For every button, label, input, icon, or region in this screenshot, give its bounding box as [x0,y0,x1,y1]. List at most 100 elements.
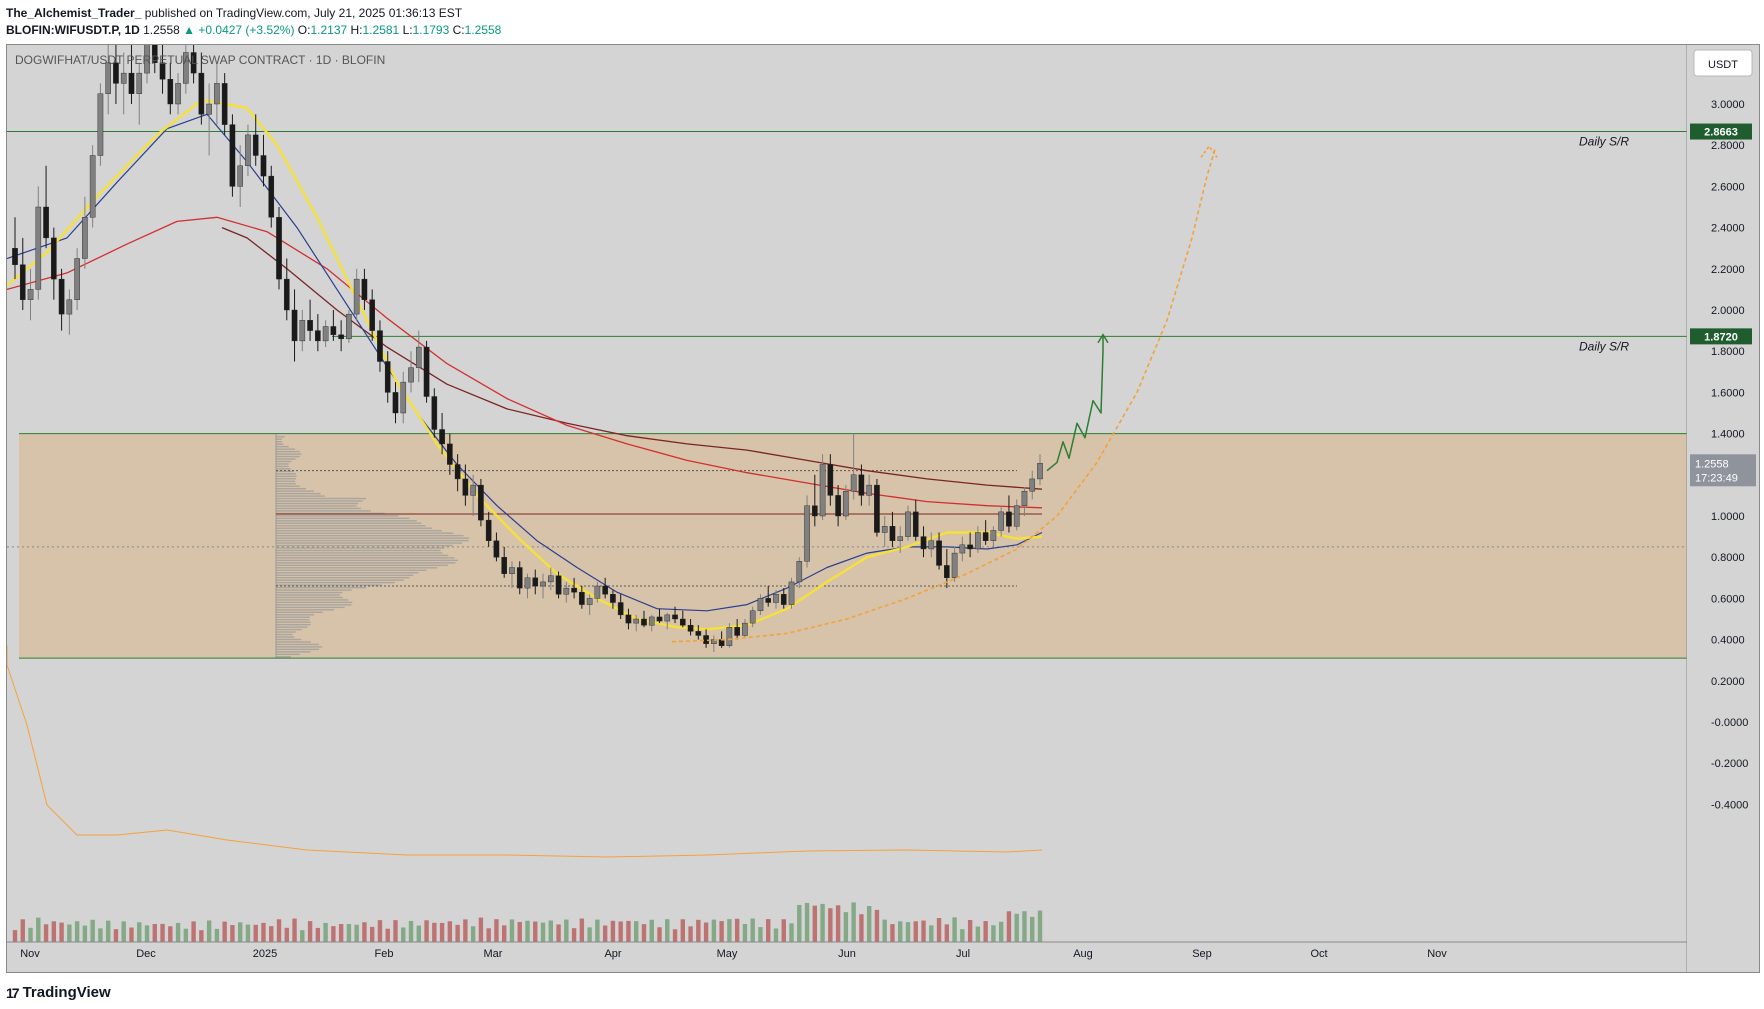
drawings [671,144,1218,643]
profile-row [276,445,289,448]
tradingview-logo-text: TradingView [22,984,111,1001]
candle [144,45,150,84]
symbol-label: BLOFIN:WIFUSDT.P, 1D [6,23,140,37]
candle [680,610,686,628]
volume-bar [261,922,266,942]
daily-sr-label: Daily S/R [1579,339,1629,353]
candle [276,207,282,290]
volume-bar [28,927,33,942]
price-tick-label: 3.0000 [1711,99,1745,111]
volume-bar [416,925,421,942]
profile-row [276,616,310,618]
volume-bar [665,919,670,942]
price-tick-label: -0.2000 [1711,758,1748,770]
profile-row [276,475,297,478]
profile-row [276,589,352,591]
profile-row [276,656,291,658]
candle [423,340,430,403]
volume-bar [1030,916,1035,942]
impulse-path[interactable] [1046,334,1104,472]
candle [400,371,407,424]
candle [749,606,756,628]
candle [58,268,65,331]
volume-bar [36,917,41,942]
candle [439,413,445,455]
candle [742,619,748,638]
candle [260,134,267,187]
volume-bar [517,921,522,942]
candle [563,581,570,603]
close-label: C: [452,23,465,37]
candle [780,588,787,609]
candle [509,561,515,589]
candle [858,464,865,506]
volume-bar [587,927,592,942]
chart-frame[interactable]: Daily S/R Daily S/R DOGWIFHAT/USDT PERPET… [6,44,1760,973]
profile-row [276,586,366,589]
projection-curve[interactable] [671,149,1216,643]
volume-bar [338,924,344,942]
volume-bar [199,930,204,942]
candle [905,505,911,541]
profile-row [276,522,422,524]
volume-bar [191,921,196,942]
price-tick-label: -0.0000 [1711,717,1748,729]
price-tick-label: 0.2000 [1711,676,1745,688]
profile-row [276,507,361,510]
profile-row [276,530,442,532]
candle [625,608,632,630]
candle [369,289,375,341]
tradingview-logo[interactable]: 17 TradingView [6,984,111,1001]
profile-row [276,621,311,623]
volume-bar [936,918,942,942]
volume-bar [245,924,251,942]
volume-bar [478,917,484,942]
profile-row [276,623,311,626]
low-label: L: [402,23,413,37]
volume-bar [346,924,352,942]
author-name[interactable]: The_Alchemist_Trader_ [6,6,142,20]
volume-bar [913,921,918,942]
volume-bar [284,927,289,942]
profile-row [276,539,469,542]
volume-bar [12,930,18,942]
volume-bar [455,924,460,942]
time-axis-labels: Nov Dec 2025 Feb Mar Apr May Jun Jul Aug Sep Oct Nov [20,948,1447,960]
currency-button[interactable]: USDT [1693,49,1753,77]
volume-bar [377,920,383,942]
candle [27,268,34,321]
profile-row [276,601,353,604]
volume-bar [898,921,903,942]
volume-bar [160,923,165,942]
time-tick-label: Mar [484,948,503,960]
volume-bar [439,922,445,942]
impulse-arrowhead [1097,333,1109,344]
candles [12,45,1043,652]
volume-bar [921,920,926,942]
candle [633,614,640,632]
candle [734,619,740,640]
candle [796,557,803,589]
volume-bar [533,921,538,942]
candle [516,561,523,595]
projection-arrowhead [1200,144,1218,158]
volume-bar [680,919,686,942]
candle [843,485,849,521]
volume-bar [882,919,887,942]
profile-row [276,619,310,621]
candle [322,320,329,348]
chart-header: The_Alchemist_Trader_ published on Tradi… [6,5,1206,39]
candle [221,73,228,135]
volume-bar [944,924,950,942]
price-chart[interactable]: Daily S/R Daily S/R DOGWIFHAT/USDT PERPET… [7,45,1759,972]
profile-row [276,455,300,458]
profile-row [276,559,458,562]
candle [43,165,49,249]
price-axis[interactable] [1687,45,1759,972]
candle [97,83,104,166]
volume-bar [789,923,794,942]
profile-row [276,520,417,522]
candle [245,124,251,177]
volume-bar [929,925,934,942]
candle [454,454,461,492]
